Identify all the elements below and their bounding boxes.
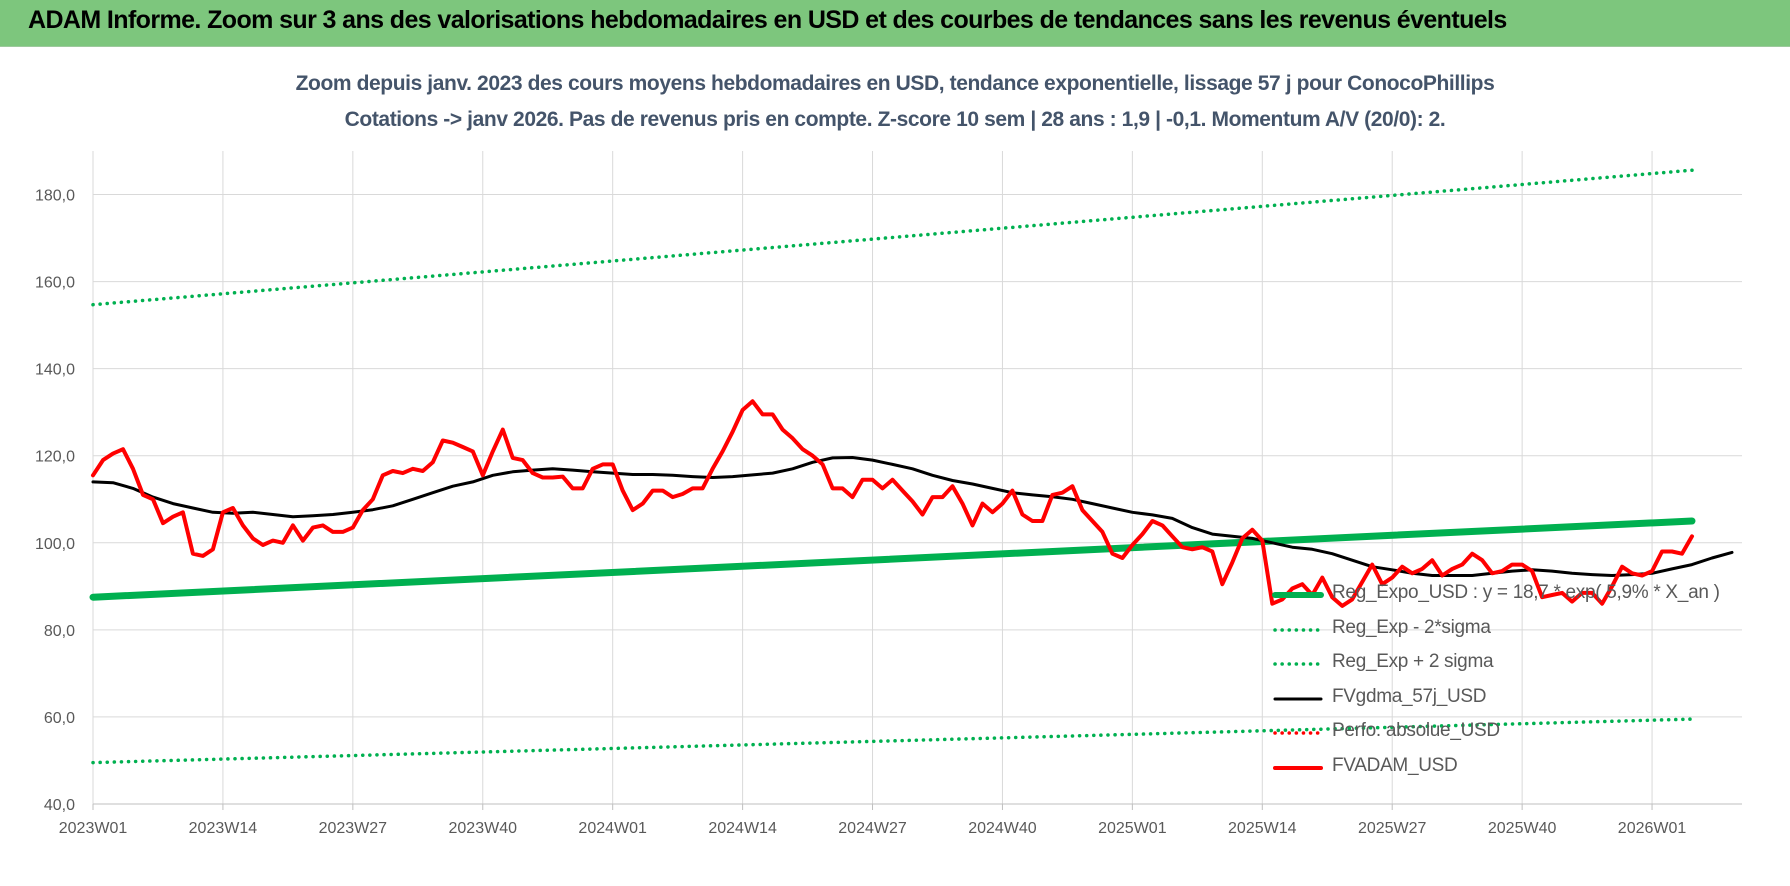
x-tick-label: 2025W01: [1098, 820, 1167, 837]
legend-label: Perfo. absolue_USD: [1332, 720, 1500, 741]
y-tick-label: 160,0: [35, 275, 75, 292]
x-tick-label: 2023W27: [319, 820, 388, 837]
y-tick-label: 40,0: [44, 797, 75, 814]
y-tick-label: 120,0: [35, 449, 75, 466]
x-tick-label: 2023W01: [59, 820, 128, 837]
x-tick-label: 2023W40: [449, 820, 518, 837]
series-line-2: [91, 168, 1694, 307]
legend-label: Reg_Exp - 2*sigma: [1332, 616, 1491, 638]
x-tick-label: 2025W40: [1488, 820, 1557, 837]
legend-item: Perfo. absolue_USD: [1272, 716, 1752, 751]
legend-item: Reg_Exp + 2 sigma: [1272, 647, 1752, 682]
x-tick-label: 2023W14: [189, 820, 258, 837]
y-tick-label: 60,0: [44, 710, 75, 727]
x-tick-label: 2024W01: [578, 820, 647, 837]
legend-item: Reg_Expo_USD : y = 18,7 * exp( 5,9% * X_…: [1272, 578, 1752, 613]
legend: Reg_Expo_USD : y = 18,7 * exp( 5,9% * X_…: [1272, 578, 1752, 785]
legend-item: FVgdma_57j_USD: [1272, 682, 1752, 717]
legend-label: FVADAM_USD: [1332, 754, 1458, 776]
y-tick-label: 180,0: [35, 188, 75, 205]
x-tick-label: 2024W14: [708, 820, 777, 837]
series-line-0: [89, 517, 1696, 601]
y-tick-label: 80,0: [44, 623, 75, 640]
x-tick-label: 2026W01: [1618, 820, 1687, 837]
series-line-3: [91, 456, 1734, 577]
legend-swatch: [1273, 662, 1323, 666]
legend-label: FVgdma_57j_USD: [1332, 685, 1487, 707]
x-tick-label: 2024W27: [838, 820, 907, 837]
chart-title: Zoom depuis janv. 2023 des cours moyens …: [295, 72, 1495, 95]
legend-label: Reg_Expo_USD : y = 18,7 * exp( 5,9% * X_…: [1332, 582, 1720, 603]
legend-item: Reg_Exp - 2*sigma: [1272, 613, 1752, 648]
legend-swatch: [1273, 731, 1323, 735]
x-tick-label: 2024W40: [968, 820, 1037, 837]
chart-subtitle: Cotations -> janv 2026. Pas de revenus p…: [344, 108, 1446, 131]
banner-title: ADAM Informe. Zoom sur 3 ans des valoris…: [28, 6, 1507, 34]
legend-swatch: [1272, 592, 1324, 598]
series-layer: [89, 168, 1734, 765]
legend-swatch: [1273, 765, 1323, 770]
series-line-5: [91, 399, 1694, 608]
legend-item: FVADAM_USD: [1272, 751, 1752, 786]
legend-swatch: [1273, 627, 1323, 632]
axes: 40,0 60,0 80,0 100,0 120,0 140,0 160,0 180,0 202…: [35, 188, 1742, 837]
banner: ADAM Informe. Zoom sur 3 ans des valoris…: [0, 0, 1790, 47]
legend-label: Reg_Exp + 2 sigma: [1332, 651, 1494, 672]
legend-swatch: [1273, 697, 1323, 700]
y-tick-label: 100,0: [35, 536, 75, 553]
x-tick-label: 2025W14: [1228, 820, 1297, 837]
x-tick-label: 2025W27: [1358, 820, 1427, 837]
y-tick-label: 140,0: [35, 362, 75, 379]
